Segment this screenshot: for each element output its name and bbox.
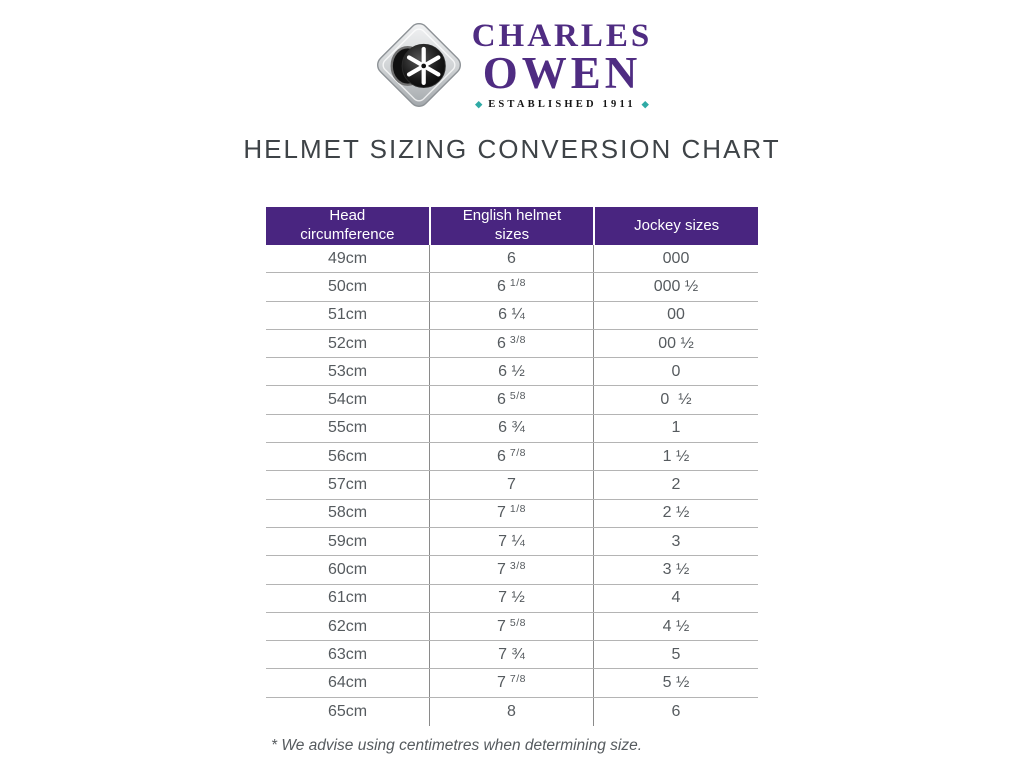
english-helmet-size-cell: 7 ½ — [430, 584, 594, 612]
column-header-jockey-sizes: Jockey sizes — [595, 207, 758, 245]
table-row: 53cm 6 ½ 0 — [266, 358, 758, 387]
head-circumference-cell: 64cm — [266, 669, 430, 697]
english-helmet-size-cell: 6 7/8 — [430, 443, 594, 471]
table-row: 49cm 6 000 — [266, 245, 758, 274]
sizing-table: Head circumference English helmet sizes … — [266, 207, 758, 727]
english-helmet-size-cell: 6 — [430, 245, 594, 273]
head-circumference-cell: 50cm — [266, 273, 430, 301]
head-circumference-cell: 62cm — [266, 612, 430, 641]
english-helmet-size-cell: 6 ¾ — [430, 414, 594, 443]
diamond-bullet-left-icon: ◆ — [475, 99, 483, 110]
head-circumference-cell: 51cm — [266, 301, 430, 329]
column-header-english-helmet-sizes: English helmet sizes — [430, 207, 594, 245]
diamond-bullet-right-icon: ◆ — [641, 99, 649, 110]
table-row: 56cm 6 7/8 1 ½ — [266, 443, 758, 472]
brand-logo: CHARLES OWEN ◆ ESTABLISHED 1911 ◆ — [0, 0, 1024, 112]
head-circumference-cell: 56cm — [266, 443, 430, 471]
table-row: 54cm 6 5/8 0 ½ — [266, 386, 758, 415]
footnote: * We advise using centimetres when deter… — [271, 737, 643, 755]
head-circumference-cell: 59cm — [266, 527, 430, 556]
head-circumference-cell: 61cm — [266, 584, 430, 612]
table-row: 65cm 8 6 — [266, 697, 758, 727]
jockey-size-cell: 5 — [671, 645, 681, 663]
table-row: 59cm 7 ¼ 3 — [266, 527, 758, 557]
english-helmet-size-cell: 7 ¼ — [430, 527, 594, 556]
english-helmet-size-cell: 6 ½ — [430, 358, 594, 386]
head-circumference-cell: 49cm — [266, 245, 430, 273]
head-circumference-cell: 54cm — [266, 386, 430, 414]
jockey-size-cell: 2 ½ — [662, 504, 690, 522]
english-helmet-size-cell: 7 3/8 — [430, 556, 594, 584]
helmet-badge-icon — [376, 22, 461, 108]
brand-wordmark: CHARLES OWEN ◆ ESTABLISHED 1911 ◆ — [471, 17, 653, 110]
head-circumference-cell: 58cm — [266, 499, 430, 527]
column-header-head-circumference: Head circumference — [266, 207, 429, 245]
head-circumference-cell: 63cm — [266, 641, 430, 669]
table-row: 55cm 6 ¾ 1 — [266, 414, 758, 444]
table-row: 61cm 7 ½ 4 — [266, 584, 758, 613]
table-row: 50cm 6 1/8 000 ½ — [266, 273, 758, 302]
table-row: 52cm 6 3/8 00 ½ — [266, 329, 758, 359]
established-line: ◆ ESTABLISHED 1911 ◆ — [475, 99, 648, 110]
table-row: 63cm 7 ¾ 5 — [266, 641, 758, 670]
jockey-size-cell: 000 ½ — [653, 277, 699, 295]
table-row: 51cm 6 ¼ 00 — [266, 301, 758, 330]
table-body: 49cm 6 000 50cm 6 1/8 000 ½ 51cm 6 ¼ 00 52cm 6 3/8 00… — [266, 245, 758, 727]
table-row: 60cm 7 3/8 3 ½ — [266, 556, 758, 585]
head-circumference-cell: 55cm — [266, 414, 430, 443]
brand-name-line2: OWEN — [482, 47, 642, 98]
jockey-size-cell: 5 ½ — [662, 674, 690, 692]
english-helmet-size-cell: 7 5/8 — [430, 612, 594, 641]
english-helmet-size-cell: 7 — [430, 471, 594, 499]
jockey-size-cell: 3 ½ — [662, 560, 690, 578]
english-helmet-size-cell: 6 1/8 — [430, 273, 594, 301]
table-row: 58cm 7 1/8 2 ½ — [266, 499, 758, 528]
head-circumference-cell: 60cm — [266, 556, 430, 584]
jockey-size-cell: 0 — [671, 362, 681, 380]
jockey-size-cell: 6 — [671, 702, 681, 720]
head-circumference-cell: 57cm — [266, 471, 430, 499]
head-circumference-cell: 65cm — [266, 697, 430, 727]
jockey-size-cell: 00 — [667, 306, 685, 324]
jockey-size-cell: 1 — [671, 419, 681, 437]
english-helmet-size-cell: 6 5/8 — [430, 386, 594, 414]
table-row: 62cm 7 5/8 4 ½ — [266, 612, 758, 642]
jockey-size-cell: 00 ½ — [658, 334, 694, 352]
english-helmet-size-cell: 8 — [430, 697, 594, 727]
established-text: ESTABLISHED 1911 — [488, 99, 636, 111]
english-helmet-size-cell: 7 ¾ — [430, 641, 594, 669]
table-row: 57cm 7 2 — [266, 471, 758, 500]
jockey-size-cell: 4 — [671, 589, 681, 607]
english-helmet-size-cell: 6 ¼ — [430, 301, 594, 329]
english-helmet-size-cell: 7 1/8 — [430, 499, 594, 527]
table-row: 64cm 7 7/8 5 ½ — [266, 669, 758, 698]
table-header-row: Head circumference English helmet sizes … — [266, 207, 758, 245]
jockey-size-cell: 1 ½ — [662, 447, 690, 465]
page-title: HELMET SIZING CONVERSION CHART — [243, 134, 781, 164]
english-helmet-size-cell: 6 3/8 — [430, 329, 594, 358]
jockey-size-cell: 000 — [662, 249, 690, 267]
english-helmet-size-cell: 7 7/8 — [430, 669, 594, 697]
jockey-size-cell: 4 ½ — [662, 617, 690, 635]
jockey-size-cell: 3 — [671, 532, 681, 550]
jockey-size-cell: 0 ½ — [660, 391, 692, 409]
head-circumference-cell: 53cm — [266, 358, 430, 386]
brand-name-line1: CHARLES — [471, 17, 653, 54]
head-circumference-cell: 52cm — [266, 329, 430, 358]
jockey-size-cell: 2 — [671, 476, 681, 494]
